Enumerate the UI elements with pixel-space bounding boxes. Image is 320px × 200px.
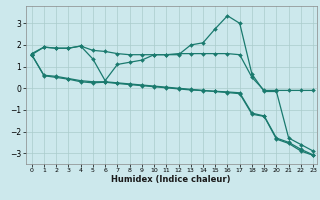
- X-axis label: Humidex (Indice chaleur): Humidex (Indice chaleur): [111, 175, 231, 184]
